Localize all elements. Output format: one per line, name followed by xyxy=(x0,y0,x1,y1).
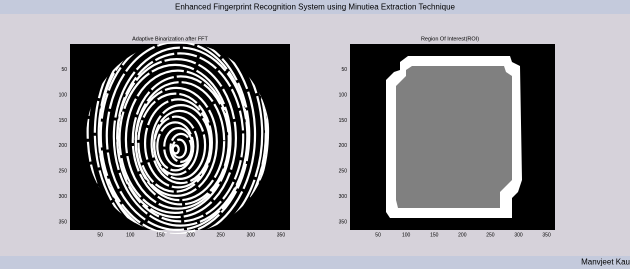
footer-text: Manvjeet Kau xyxy=(581,258,630,267)
x-tick-label: 50 xyxy=(375,232,381,238)
y-tick-label: 100 xyxy=(339,92,348,98)
x-tick-label: 100 xyxy=(126,232,135,238)
y-tick-label: 300 xyxy=(339,194,348,200)
footer-bar xyxy=(0,256,630,269)
x-tick-label: 200 xyxy=(458,232,467,238)
y-tick-label: 50 xyxy=(341,67,347,73)
y-tick-label: 350 xyxy=(339,220,348,226)
app-window: Enhanced Fingerprint Recognition System … xyxy=(0,0,630,269)
panel-title: Adaptive Binarization after FFT xyxy=(132,36,208,42)
y-tick-label: 250 xyxy=(339,169,348,175)
x-tick-label: 250 xyxy=(217,232,226,238)
y-tick-label: 50 xyxy=(61,67,67,73)
y-tick-label: 100 xyxy=(59,92,68,98)
x-tick-label: 50 xyxy=(97,232,103,238)
y-tick-label: 200 xyxy=(339,143,348,149)
roi-region xyxy=(396,66,512,208)
x-tick-label: 150 xyxy=(430,232,439,238)
x-tick-label: 100 xyxy=(402,232,411,238)
y-tick-label: 250 xyxy=(59,169,68,175)
y-tick-label: 200 xyxy=(59,143,68,149)
y-tick-label: 150 xyxy=(339,118,348,124)
x-tick-label: 300 xyxy=(247,232,256,238)
x-tick-label: 300 xyxy=(514,232,523,238)
y-tick-label: 350 xyxy=(59,220,68,226)
panel-title: Region Of Interest(ROI) xyxy=(421,36,479,42)
x-tick-label: 200 xyxy=(186,232,195,238)
y-tick-label: 300 xyxy=(59,194,68,200)
x-tick-label: 150 xyxy=(156,232,165,238)
y-tick-label: 150 xyxy=(59,118,68,124)
image-axes xyxy=(70,44,290,230)
x-tick-label: 350 xyxy=(277,232,286,238)
x-tick-label: 350 xyxy=(542,232,551,238)
x-tick-label: 250 xyxy=(486,232,495,238)
window-title: Enhanced Fingerprint Recognition System … xyxy=(175,3,456,12)
